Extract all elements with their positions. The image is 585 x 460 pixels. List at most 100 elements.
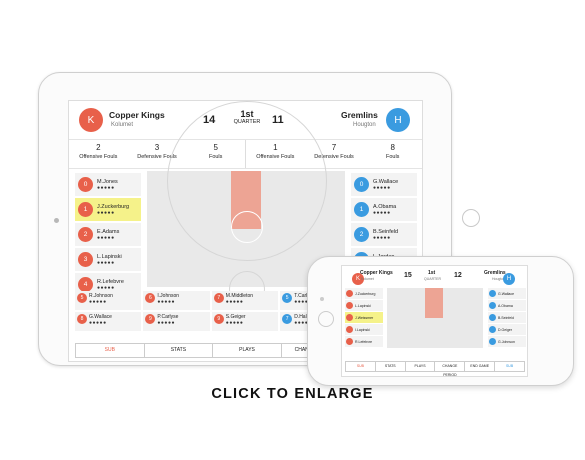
phone-away-player[interactable]: G.Wallace (488, 288, 526, 299)
phone-change-period-button[interactable]: CHANGE PERIOD (435, 362, 466, 376)
bench-player[interactable]: 7 M.Middleton ●●●●● (211, 291, 279, 310)
bench-player[interactable]: 8 G.Wallace ●●●●● (75, 312, 142, 331)
away-defensive-fouls: 7 Defensive Fouls (314, 143, 354, 160)
player-name: T.Carlyse (294, 293, 316, 299)
phone-stats-button[interactable]: STATS (376, 362, 406, 371)
home-roster: 0 M.Jones ●●●●● 1 J.Zuckerburg ●●●●● 2 E.Adam… (75, 173, 141, 298)
phone-plays-button[interactable]: PLAYS (406, 362, 436, 371)
phone-away-player[interactable]: A.Obama (488, 300, 526, 311)
phone-away-sub-button[interactable]: SUB (505, 364, 514, 368)
foul-dots: ●●●●● (373, 234, 391, 241)
away-team-name: Gremlins (341, 110, 378, 120)
player-name: A.Obama (498, 303, 513, 308)
player-name: G.Wallace (373, 178, 399, 185)
player-name: G.Wallace (498, 291, 515, 296)
player-number-badge (346, 302, 353, 309)
phone-away-city: Hougton (492, 277, 506, 281)
foul-dots: ●●●●● (97, 234, 115, 241)
phone-sub-button[interactable]: SUB (346, 362, 376, 371)
phone-home-button (318, 311, 334, 327)
phone-away-name: Gremlins (484, 270, 506, 276)
click-to-enlarge-link[interactable]: CLICK TO ENLARGE (211, 386, 374, 402)
phone-away-score: 12 (454, 272, 462, 279)
player-number-badge: 0 (78, 177, 93, 192)
player-name: R.Johnson (89, 293, 113, 299)
phone-toolbar: SUB STATS PLAYS CHANGE PERIOD END GAME S… (345, 361, 525, 376)
player-name: P.Carlyse (157, 314, 179, 320)
phone-basketball-court[interactable] (387, 288, 483, 348)
phone-screen: K Copper Kings Kolumet 15 1st QUARTER 12… (341, 265, 528, 377)
foul-dots: ●●●●● (157, 320, 175, 326)
foul-dots: ●●●●● (97, 209, 115, 216)
away-player-card[interactable]: 1 A.Obama ●●●●● (351, 198, 417, 221)
phone-end-game-button[interactable]: END GAME (465, 362, 496, 371)
plays-button[interactable]: PLAYS (213, 344, 282, 357)
home-player-card[interactable]: 4 R.Lefebvre ●●●●● (75, 273, 141, 296)
foul-dots: ●●●●● (97, 259, 115, 266)
player-name: B.Seinfeld (498, 315, 514, 320)
player-number-badge: 9 (145, 314, 156, 324)
away-player-card[interactable]: 2 B.Seinfeld ●●●●● (351, 223, 417, 246)
away-player-card[interactable]: 0 G.Wallace ●●●●● (351, 173, 417, 196)
player-number-badge: 5 (282, 293, 293, 303)
player-name: L.Lapinski (97, 253, 122, 260)
phone-away-logo: H (503, 273, 515, 285)
home-team-city: Kolumet (111, 122, 134, 128)
stats-button[interactable]: STATS (145, 344, 214, 357)
player-name: E.Adams (97, 228, 120, 235)
away-team-city: Hougton (353, 122, 376, 128)
player-name: L.Lapinski (355, 303, 371, 308)
player-number-badge (346, 338, 353, 345)
bench-player[interactable]: 9 S.Geiger ●●●●● (211, 312, 279, 331)
player-name: J.Zuckerburg (355, 291, 376, 296)
foul-dots: ●●●●● (97, 284, 115, 291)
bench-player[interactable]: 9 P.Carlyse ●●●●● (143, 312, 210, 331)
player-number-badge (489, 302, 496, 309)
player-name: R.Lefebvre (97, 278, 124, 285)
foul-dots: ●●●●● (373, 184, 391, 191)
foul-dots: ●●●●● (89, 320, 107, 326)
player-number-badge (489, 314, 496, 321)
phone-away-player[interactable]: G.Johnson (488, 336, 526, 347)
foul-dots: ●●●●● (294, 320, 312, 326)
foul-dots: ●●●●● (373, 209, 391, 216)
phone-home-player-selected[interactable]: J.Weissmer (345, 312, 383, 323)
bench-player[interactable]: 5 R.Johnson ●●●●● (75, 291, 142, 310)
player-number-badge (346, 314, 353, 321)
player-name: R.Lefebvre (355, 339, 373, 344)
foul-dots: ●●●●● (294, 299, 312, 305)
player-number-badge: 7 (213, 293, 224, 303)
home-offensive-fouls: 2 Offensive Fouls (79, 143, 118, 160)
phone-home-player[interactable]: I.Lapinski (345, 324, 383, 335)
player-name: D.Halpert (294, 314, 316, 320)
foul-dots: ●●●●● (225, 299, 244, 305)
phone-home-player[interactable]: L.Lapinski (345, 300, 383, 311)
tablet-home-button (462, 209, 480, 227)
sub-button[interactable]: SUB (76, 344, 145, 357)
home-player-card-selected[interactable]: 1 J.Zuckerburg ●●●●● (75, 198, 141, 221)
phone-quarter-number: 1st (428, 270, 436, 276)
player-name: M.Jones (97, 178, 118, 185)
bench-player[interactable]: 6 I.Johnson ●●●●● (143, 291, 210, 310)
away-team-logo: H (386, 108, 410, 132)
home-player-card[interactable]: 2 E.Adams ●●●●● (75, 223, 141, 246)
home-defensive-fouls: 3 Defensive Fouls (137, 143, 177, 160)
player-name: G.Wallace (89, 314, 112, 320)
player-name: B.Seinfeld (373, 228, 399, 235)
tablet-camera (54, 218, 59, 223)
home-team-name: Copper Kings (109, 110, 165, 120)
phone-home-player[interactable]: J.Zuckerburg (345, 288, 383, 299)
player-name: D.Geiger (498, 327, 513, 332)
phone-away-player[interactable]: D.Geiger (488, 324, 526, 335)
phone-home-player[interactable]: R.Lefebvre (345, 336, 383, 347)
home-player-card[interactable]: 0 M.Jones ●●●●● (75, 173, 141, 196)
player-number-badge: 1 (78, 202, 93, 217)
home-team-logo: K (79, 108, 103, 132)
home-player-card[interactable]: 3 L.Lapinski ●●●●● (75, 248, 141, 271)
phone-away-player[interactable]: B.Seinfeld (488, 312, 526, 323)
player-number-badge: 4 (78, 277, 93, 292)
player-number-badge: 2 (78, 227, 93, 242)
player-name: I.Lapinski (355, 327, 370, 332)
player-number-badge: 1 (354, 202, 369, 217)
phone-home-score: 15 (404, 272, 412, 279)
